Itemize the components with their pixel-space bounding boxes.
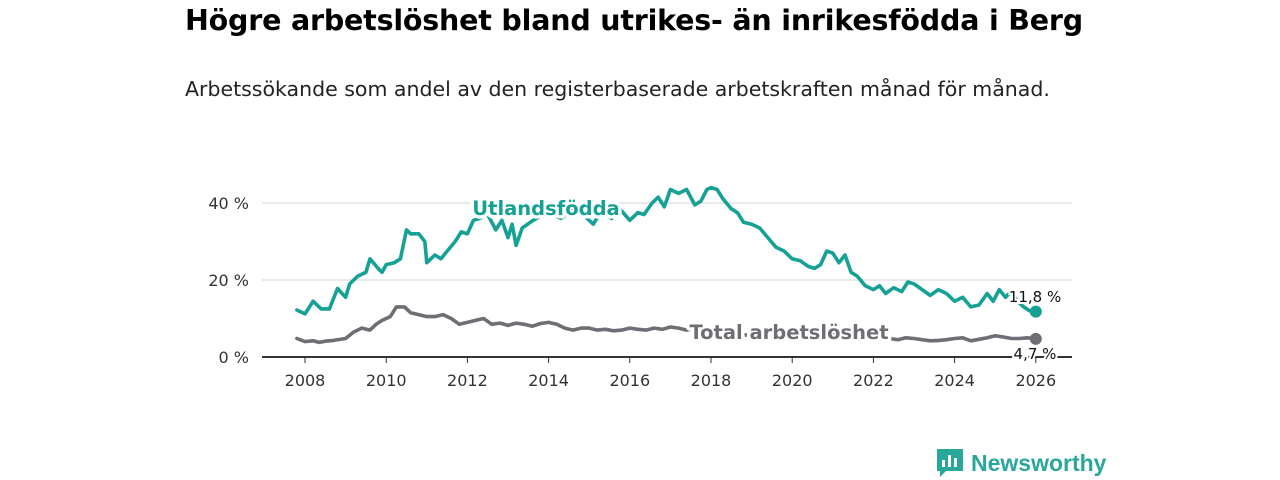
x-tick-label: 2010 [366, 371, 407, 390]
series-lines [295, 185, 1042, 345]
series-label-total-arbetslöshet: Total arbetslöshet [689, 321, 888, 344]
x-tick-label: 2022 [853, 371, 894, 390]
x-tick-label: 2008 [285, 371, 326, 390]
x-tick-label: 2018 [691, 371, 732, 390]
x-tick-label: 2016 [609, 371, 650, 390]
y-axis: 0 % 20 % 40 % [208, 194, 249, 367]
y-tick-label: 40 % [208, 194, 249, 213]
x-tick-label: 2014 [528, 371, 569, 390]
end-value-label-utlandsfödda: 11,8 % [1009, 288, 1061, 306]
y-tick-label: 0 % [219, 348, 249, 367]
chart-subtitle: Arbetssökande som andel av den registerb… [185, 77, 1050, 101]
series-label-utlandsfödda: Utlandsfödda [472, 197, 619, 220]
y-tick-label: 20 % [208, 271, 249, 290]
end-marker-total-arbetslöshet [1029, 332, 1042, 345]
brand-name: Newsworthy [971, 449, 1107, 476]
x-tick-label: 2024 [934, 371, 975, 390]
newsworthy-logo[interactable]: Newsworthy [937, 448, 1106, 478]
chart-title: Högre arbetslöshet bland utrikes- än inr… [185, 4, 1083, 37]
series-line-utlandsfödda [295, 185, 1038, 316]
end-marker-utlandsfödda [1029, 305, 1042, 318]
x-tick-label: 2012 [447, 371, 488, 390]
newsworthy-logo-icon [937, 449, 963, 477]
series-labels: Utlandsfödda Total arbetslöshet 11,8 % 4,7 … [469, 194, 1063, 366]
x-tick-label: 2020 [772, 371, 813, 390]
series-line-total-arbetslöshet [295, 305, 1038, 345]
x-tick-label: 2026 [1015, 371, 1056, 390]
end-value-label-total-arbetslöshet: 4,7 % [1014, 345, 1057, 363]
grid [262, 202, 1072, 358]
line-chart: 0 % 20 % 40 % 2008 2010 2012 2014 2016 2018 2020… [208, 185, 1072, 390]
x-axis: 2008 2010 2012 2014 2016 2018 2020 2022 2024 2026 [285, 357, 1056, 390]
